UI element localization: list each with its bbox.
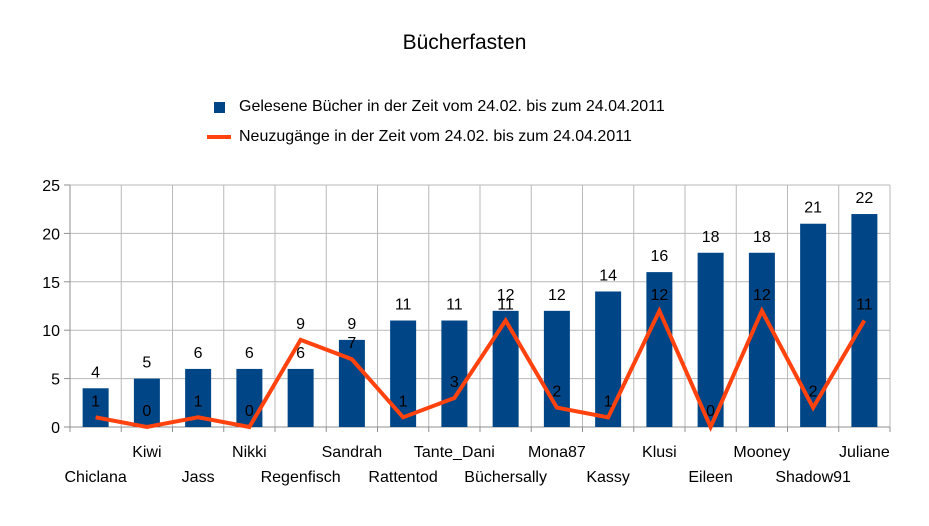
bar-value-label: 6 (296, 345, 305, 362)
category-label-Chiclana: Chiclana (64, 469, 126, 486)
line-series (95, 306, 867, 432)
line-value-label: 11 (856, 297, 873, 314)
y-tick-label: 15 (42, 275, 60, 292)
y-tick-label: 0 (51, 420, 60, 437)
y-tick-label: 10 (42, 323, 60, 340)
line-series-swatch-icon (207, 135, 231, 139)
y-tick-label: 25 (42, 178, 60, 195)
category-label-Shadow91: Shadow91 (775, 469, 851, 486)
bar-Büchersally (492, 310, 519, 427)
chart-title: Bücherfasten (402, 31, 527, 54)
line-value-label: 12 (650, 287, 668, 304)
bar-value-label: 6 (194, 345, 203, 362)
legend-marker-slot (204, 101, 234, 113)
line-value-label: 0 (706, 403, 715, 420)
bar-value-label: 14 (599, 267, 617, 284)
line-value-label: 2 (809, 384, 818, 401)
legend-item-bar-series: Gelesene Bücher in der Zeit vom 24.02. b… (204, 92, 665, 122)
bar-Eileen (697, 252, 724, 427)
line-value-label: 9 (296, 316, 305, 333)
legend-marker-slot (204, 135, 234, 139)
line-value-label: 2 (552, 384, 561, 401)
bar-Tante_Dani (441, 320, 468, 427)
legend: Gelesene Bücher in der Zeit vom 24.02. b… (204, 92, 665, 152)
bar-value-label: 21 (804, 200, 822, 217)
y-tick-label: 5 (51, 372, 60, 389)
bar-Klusi (646, 272, 673, 427)
legend-label-bar-series: Gelesene Bücher in der Zeit vom 24.02. b… (239, 98, 665, 115)
category-label-Nikki: Nikki (232, 444, 267, 461)
category-label-Klusi: Klusi (642, 444, 677, 461)
line-value-label: 11 (497, 297, 514, 314)
y-tick-label: 20 (42, 226, 60, 243)
line-value-label: 1 (194, 393, 203, 410)
line-value-label: 1 (604, 393, 613, 410)
category-label-Mona87: Mona87 (528, 444, 586, 461)
line-value-label: 12 (753, 287, 771, 304)
category-label-Sandrah: Sandrah (322, 444, 383, 461)
legend-label-line-series: Neuzugänge in der Zeit vom 24.02. bis zu… (239, 128, 632, 145)
category-label-Kassy: Kassy (586, 469, 630, 486)
bar-Sandrah (338, 339, 365, 427)
category-label-Juliane: Juliane (839, 444, 890, 461)
bar-value-label: 18 (753, 229, 771, 246)
category-label-Regenfisch: Regenfisch (261, 469, 341, 486)
line-value-label: 7 (347, 335, 356, 352)
bar-value-label: 12 (497, 287, 515, 304)
category-label-Tante_Dani: Tante_Dani (414, 444, 495, 461)
line-value-label: 1 (399, 393, 408, 410)
legend-item-line-series: Neuzugänge in der Zeit vom 24.02. bis zu… (204, 122, 665, 152)
category-label-Büchersally: Büchersally (464, 469, 547, 486)
bar-value-label: 4 (91, 364, 100, 381)
bar-value-label: 6 (245, 345, 254, 362)
bar-Rattentod (390, 320, 417, 427)
bar-Kassy (595, 291, 622, 427)
bar-Regenfisch (287, 368, 314, 427)
line-value-label: 1 (91, 393, 100, 410)
bar-value-label: 16 (650, 248, 668, 265)
bar-value-label: 9 (347, 316, 356, 333)
line-value-label: 3 (450, 374, 459, 391)
bar-value-label: 12 (548, 287, 566, 304)
line-value-label: 0 (142, 403, 151, 420)
bar-Kiwi (133, 378, 160, 427)
line-value-label: 0 (245, 403, 254, 420)
bar-Nikki (236, 368, 263, 427)
category-label-Mooney: Mooney (733, 444, 790, 461)
bar-value-label: 11 (395, 297, 412, 314)
bar-Mooney (748, 252, 775, 427)
bar-series-swatch-icon (213, 101, 225, 113)
bar-value-label: 11 (446, 297, 463, 314)
bar-value-label: 18 (702, 229, 720, 246)
category-label-Eileen: Eileen (688, 469, 732, 486)
bar-value-label: 5 (142, 355, 151, 372)
bar-value-label: 22 (855, 190, 873, 207)
category-label-Kiwi: Kiwi (132, 444, 161, 461)
category-label-Jass: Jass (182, 469, 215, 486)
category-label-Rattentod: Rattentod (368, 469, 437, 486)
